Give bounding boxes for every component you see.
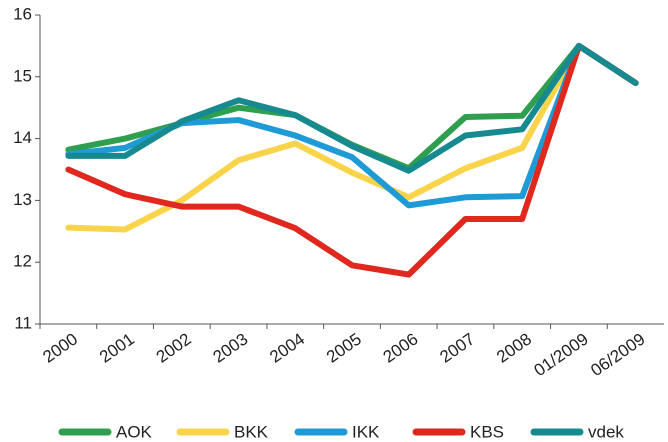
legend-label: IKK [352,422,380,441]
x-tick-label: 06/2009 [587,329,648,380]
y-tick-label: 15 [13,66,32,85]
legend-label: BKK [234,422,269,441]
x-tick-label: 2008 [493,329,535,366]
y-tick-label: 16 [13,4,32,23]
y-tick-label: 13 [13,190,32,209]
y-tick-label: 12 [13,252,32,271]
series-line [65,42,639,174]
x-tick-label: 2001 [96,329,138,366]
y-tick-label: 11 [14,313,32,332]
legend-label: AOK [116,422,153,441]
x-tick-label: 2005 [323,329,365,366]
legend-label: KBS [470,422,504,441]
series-line [65,42,639,172]
x-tick-label: 2002 [153,329,195,366]
x-tick-label: 2003 [210,329,252,366]
series-line [65,42,639,233]
y-tick-label: 14 [13,128,32,147]
series-line [65,42,639,278]
x-tick-label: 2006 [380,329,422,366]
legend-label: vdek [588,422,624,441]
x-tick-label: 2000 [39,329,81,366]
x-tick-label: 2007 [436,329,478,366]
x-tick-label: 2004 [266,329,308,366]
x-tick-label: 01/2009 [531,329,592,380]
